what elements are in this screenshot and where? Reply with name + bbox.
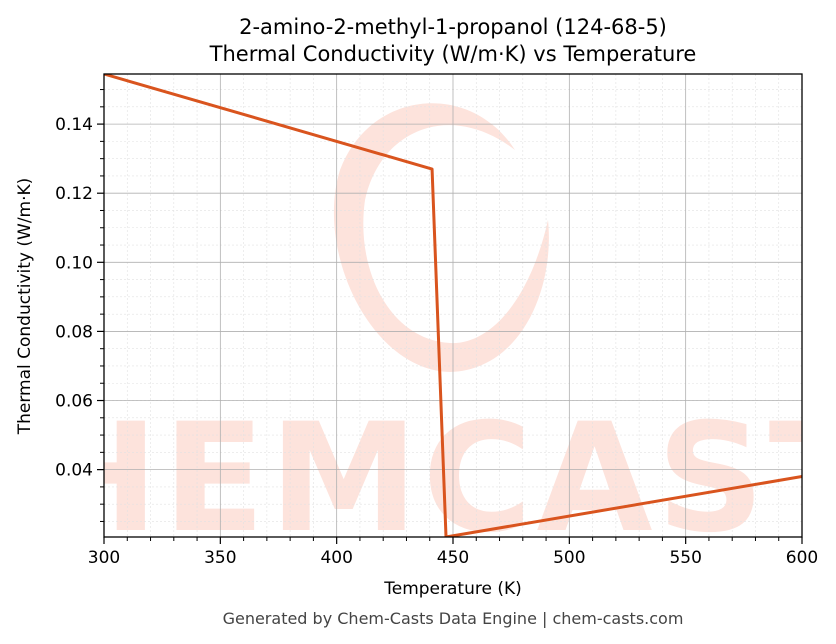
x-tick-label: 450	[437, 548, 469, 568]
x-tick-label: 550	[669, 548, 701, 568]
x-axis: 300 350 400 450 500 550 600	[88, 537, 818, 568]
y-tick-label: 0.12	[55, 184, 93, 204]
x-tick-label: 500	[553, 548, 585, 568]
chart-subtitle: Thermal Conductivity (W/m·K) vs Temperat…	[209, 42, 697, 66]
y-tick-label: 0.04	[55, 461, 93, 481]
x-axis-label: Temperature (K)	[383, 579, 522, 599]
watermark: CHEMCASTS	[0, 103, 836, 566]
y-tick-label: 0.08	[55, 322, 93, 342]
watermark-text: CHEMCASTS	[0, 392, 836, 566]
y-axis: 0.04 0.06 0.08 0.10 0.12 0.14	[55, 89, 104, 522]
series-line	[104, 74, 802, 537]
chart-title: 2-amino-2-methyl-1-propanol (124-68-5)	[239, 15, 667, 39]
y-tick-label: 0.06	[55, 392, 93, 412]
x-tick-label: 300	[88, 548, 120, 568]
footer-credit: Generated by Chem-Casts Data Engine | ch…	[223, 609, 684, 628]
y-tick-label: 0.14	[55, 115, 93, 135]
y-tick-label: 0.10	[55, 253, 93, 273]
y-axis-label: Thermal Conductivity (W/m·K)	[15, 178, 35, 436]
series-layer	[104, 74, 802, 537]
x-tick-label: 400	[320, 548, 352, 568]
x-tick-label: 600	[786, 548, 818, 568]
x-tick-label: 350	[204, 548, 236, 568]
